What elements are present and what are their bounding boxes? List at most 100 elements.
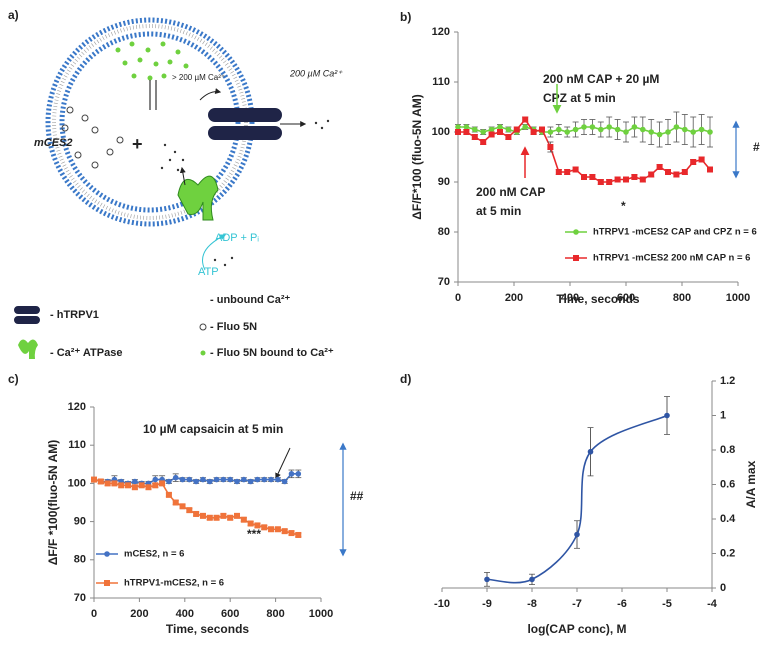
data-point bbox=[241, 476, 247, 483]
data-point bbox=[220, 476, 227, 483]
x-tick-label: 400 bbox=[176, 608, 194, 620]
data-point bbox=[227, 514, 234, 521]
annotation: 10 µM capsaicin at 5 min bbox=[143, 422, 283, 436]
data-point bbox=[656, 131, 663, 138]
x-tick-label: 800 bbox=[673, 292, 691, 304]
data-point bbox=[631, 174, 638, 180]
data-point bbox=[104, 480, 111, 487]
annotation: *** bbox=[247, 527, 261, 541]
atp-arrow bbox=[202, 234, 227, 271]
x-tick-label: 0 bbox=[455, 292, 461, 304]
plus: + bbox=[132, 134, 143, 154]
data-point bbox=[199, 512, 206, 519]
y-tick-label: 70 bbox=[74, 592, 86, 604]
legend-bound-icon bbox=[200, 350, 206, 356]
legend-label: hTRPV1-mCES2, n = 6 bbox=[124, 578, 224, 589]
legend-marker bbox=[573, 255, 579, 261]
legend-text: - Fluo 5N bbox=[210, 321, 257, 333]
data-point bbox=[288, 530, 295, 537]
legend-text: - Ca²⁺ ATPase bbox=[50, 347, 122, 359]
data-point bbox=[125, 482, 132, 489]
y-tick-label: 80 bbox=[74, 554, 86, 566]
data-point bbox=[497, 124, 503, 130]
data-point bbox=[254, 476, 261, 483]
annotation: * bbox=[621, 199, 626, 213]
y-tick-label: 110 bbox=[432, 76, 450, 88]
data-point bbox=[220, 512, 227, 519]
y-tick-label: 0.6 bbox=[720, 478, 735, 490]
data-point bbox=[497, 129, 503, 135]
data-point bbox=[268, 476, 274, 483]
data-point bbox=[665, 129, 671, 135]
y-tick-label: 0.8 bbox=[720, 444, 735, 456]
data-point bbox=[111, 480, 118, 487]
legend-label: hTRPV1 -mCES2 CAP and CPZ n = 6 bbox=[593, 227, 757, 238]
data-point bbox=[564, 129, 570, 135]
data-point bbox=[614, 126, 621, 133]
data-point bbox=[295, 531, 302, 538]
products-label: ADP + Pᵢ bbox=[215, 232, 259, 244]
x-tick-label: 200 bbox=[130, 608, 148, 620]
x-tick-label: 800 bbox=[266, 608, 284, 620]
data-point bbox=[597, 179, 604, 185]
data-point bbox=[623, 176, 629, 183]
data-point bbox=[471, 134, 478, 140]
data-point bbox=[206, 478, 213, 485]
data-point bbox=[281, 478, 288, 485]
data-point bbox=[118, 482, 125, 489]
x-tick-label: -7 bbox=[572, 598, 582, 610]
legend-text: - unbound Ca²⁺ bbox=[210, 294, 291, 306]
data-point bbox=[547, 129, 554, 135]
data-point bbox=[165, 491, 172, 498]
panel-label: c) bbox=[8, 372, 19, 386]
legend-dye-icon bbox=[199, 323, 207, 331]
data-point bbox=[640, 126, 646, 133]
pump-arrow bbox=[179, 166, 186, 186]
data-point bbox=[581, 174, 587, 180]
y-tick-label: 0.4 bbox=[720, 513, 736, 525]
legend-text: - hTRPV1 bbox=[50, 309, 99, 321]
y-tick-label: 1.2 bbox=[720, 375, 735, 387]
data-point bbox=[639, 176, 646, 183]
data-point bbox=[274, 526, 281, 533]
data-point bbox=[598, 126, 604, 133]
data-point bbox=[240, 516, 247, 523]
data-point bbox=[631, 124, 638, 130]
trpv1-channel bbox=[208, 108, 282, 140]
data-point bbox=[275, 476, 281, 483]
x-tick-label: 600 bbox=[221, 608, 239, 620]
x-axis-title: log(CAP conc), M bbox=[527, 622, 626, 636]
data-point bbox=[179, 503, 186, 510]
data-point bbox=[673, 171, 680, 178]
data-point bbox=[529, 576, 535, 583]
data-point bbox=[480, 129, 487, 135]
bound-dye bbox=[115, 41, 189, 81]
y-tick-label: 90 bbox=[438, 176, 450, 188]
y-tick-label: 90 bbox=[74, 516, 86, 528]
entry-arrow bbox=[199, 88, 222, 101]
outside-calcium: 200 µM Ca²⁺ bbox=[289, 68, 343, 78]
arrow bbox=[275, 447, 291, 480]
data-point bbox=[606, 179, 613, 185]
data-point bbox=[234, 512, 241, 519]
data-point bbox=[131, 484, 138, 491]
data-point bbox=[488, 131, 495, 138]
data-point bbox=[547, 144, 554, 150]
data-point bbox=[261, 524, 268, 531]
data-point bbox=[522, 116, 529, 123]
data-point bbox=[455, 124, 461, 130]
x-axis-title: Time, seconds bbox=[556, 292, 639, 306]
data-point bbox=[268, 526, 275, 533]
data-point bbox=[698, 156, 705, 163]
y-tick-label: 70 bbox=[438, 276, 450, 288]
panel-label: b) bbox=[400, 10, 411, 24]
data-point bbox=[574, 531, 580, 538]
data-point bbox=[606, 124, 612, 130]
data-point bbox=[172, 474, 179, 481]
data-point bbox=[213, 514, 220, 521]
legend-marker bbox=[104, 580, 110, 586]
data-point bbox=[281, 528, 288, 535]
data-point bbox=[91, 476, 97, 483]
x-tick-label: 0 bbox=[91, 608, 97, 620]
